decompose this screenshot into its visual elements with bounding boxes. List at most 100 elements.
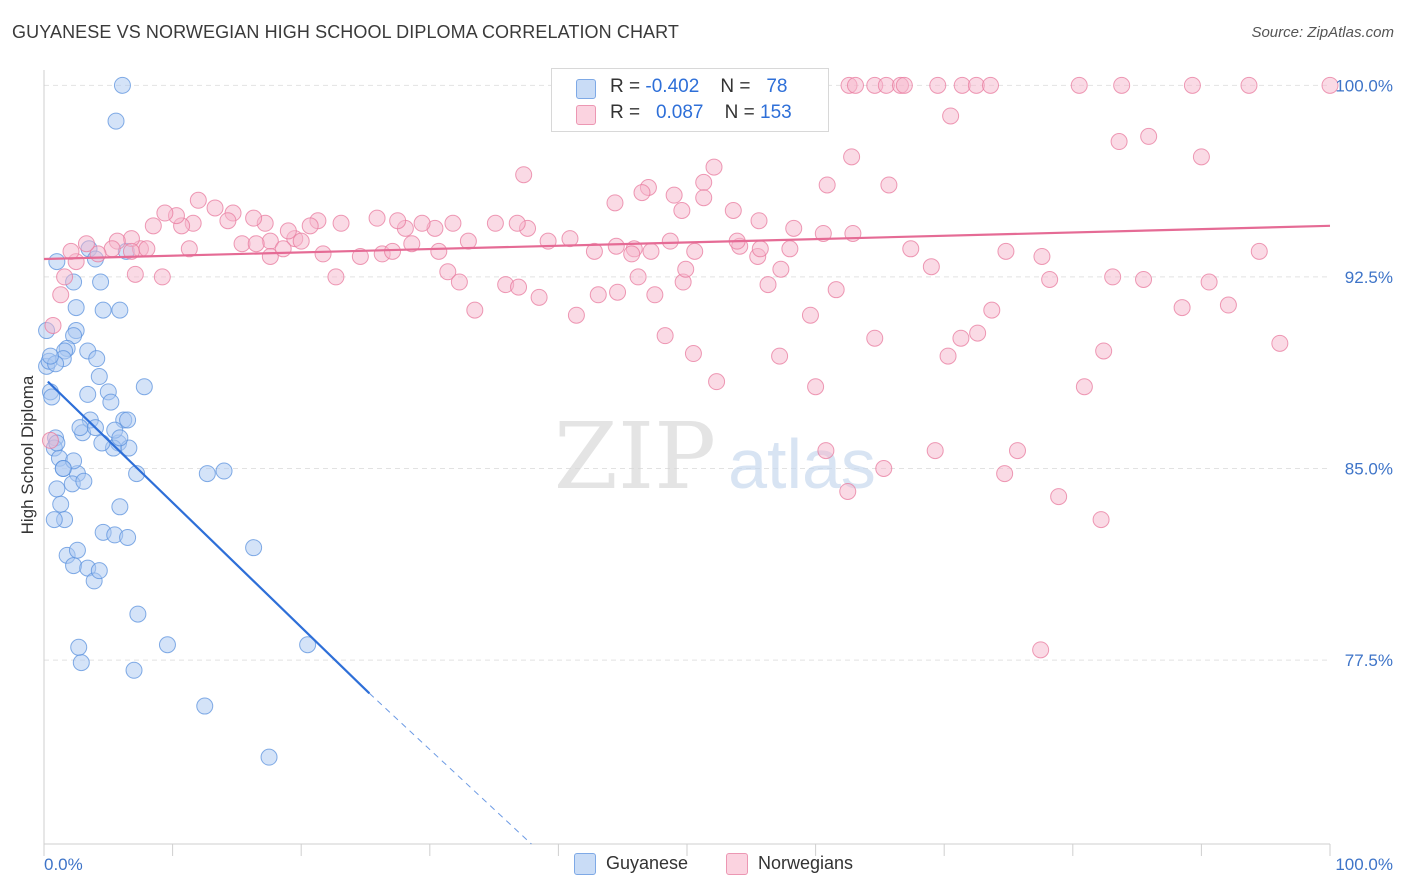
data-point (781, 240, 799, 258)
y-tick-label: 100.0% (1335, 76, 1393, 95)
data-point (530, 288, 548, 306)
data-point (561, 230, 579, 248)
data-point (665, 186, 683, 204)
data-point (877, 76, 895, 94)
data-point (567, 306, 585, 324)
data-point (43, 388, 61, 406)
data-point (880, 176, 898, 194)
data-point (1095, 342, 1113, 360)
data-point (1271, 334, 1289, 352)
data-point (439, 263, 457, 281)
data-point (846, 76, 864, 94)
data-point (189, 191, 207, 209)
data-point (817, 442, 835, 460)
data-point (54, 459, 72, 477)
data-point (92, 273, 110, 291)
data-point (233, 235, 251, 253)
data-point (332, 214, 350, 232)
data-point (70, 638, 88, 656)
data-point (65, 557, 83, 575)
data-point (56, 268, 74, 286)
data-point (68, 541, 86, 559)
data-point (807, 378, 825, 396)
data-point (247, 235, 265, 253)
data-point (922, 258, 940, 276)
data-point (686, 242, 704, 260)
data-point (90, 368, 108, 386)
data-point (75, 472, 93, 490)
data-point (314, 245, 332, 263)
data-point (818, 176, 836, 194)
data-point (801, 306, 819, 324)
data-point (1032, 641, 1050, 659)
data-point (656, 327, 674, 345)
data-point (902, 240, 920, 258)
data-point (673, 201, 691, 219)
legend-n-value-norwegians: 153 (760, 102, 792, 123)
data-point (486, 214, 504, 232)
tick-labels: 100.0% 92.5% 85.0% 77.5% 0.0% 100.0% (44, 76, 1393, 874)
data-point (44, 316, 62, 334)
data-point (135, 378, 153, 396)
norwegian-points (41, 76, 1339, 659)
data-point (952, 329, 970, 347)
legend-r-label: R = (610, 102, 641, 123)
trend-line-extension (369, 692, 532, 845)
data-point (52, 495, 70, 513)
data-point (929, 76, 947, 94)
data-point (1092, 511, 1110, 529)
data-point (677, 260, 695, 278)
stats-legend: R = -0.402 N = 78 R = 0.087 N = 153 (551, 68, 829, 132)
data-point (515, 166, 533, 184)
data-point (71, 419, 89, 437)
data-point (41, 347, 59, 365)
data-point (103, 240, 121, 258)
data-point (245, 209, 263, 227)
data-point (138, 240, 156, 258)
data-point (1075, 378, 1093, 396)
data-point (279, 222, 297, 240)
data-point (895, 76, 913, 94)
data-point (1173, 299, 1191, 317)
axes (43, 70, 1331, 856)
legend-n-label: N = (724, 102, 755, 123)
data-point (180, 240, 198, 258)
data-point (245, 539, 263, 557)
y-tick-label: 85.0% (1345, 459, 1393, 478)
data-point (93, 434, 111, 452)
x-tick-label: 100.0% (1335, 855, 1393, 874)
data-point (299, 636, 317, 654)
data-point (198, 465, 216, 483)
data-point (510, 278, 528, 296)
x-tick-label: 0.0% (44, 855, 83, 874)
data-point (1192, 148, 1210, 166)
data-point (843, 148, 861, 166)
data-point (156, 204, 174, 222)
data-point (969, 324, 987, 342)
data-point (1033, 247, 1051, 265)
data-point (351, 247, 369, 265)
data-point (1219, 296, 1237, 314)
guyanese-points (38, 76, 317, 766)
data-point (77, 235, 95, 253)
legend-swatch-norwegians (576, 105, 596, 125)
data-point (368, 209, 386, 227)
data-point (1183, 76, 1201, 94)
data-point (814, 224, 832, 242)
trend-line (43, 224, 1331, 261)
data-point (459, 232, 477, 250)
data-point (684, 345, 702, 363)
data-point (695, 189, 713, 207)
data-point (72, 654, 90, 672)
data-point (642, 242, 660, 260)
data-point (1200, 273, 1218, 291)
data-point (48, 480, 66, 498)
data-point (926, 442, 944, 460)
data-point (62, 242, 80, 260)
data-point (983, 301, 1001, 319)
data-point (125, 661, 143, 679)
data-point (215, 462, 233, 480)
data-point (589, 286, 607, 304)
y-tick-label: 92.5% (1345, 268, 1393, 287)
data-point (981, 76, 999, 94)
